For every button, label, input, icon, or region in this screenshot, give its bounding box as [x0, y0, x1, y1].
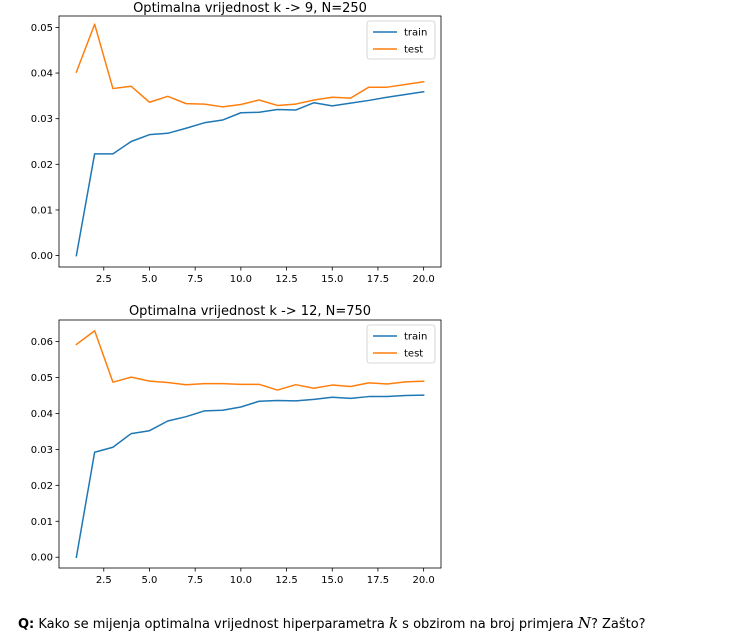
- x-tick-label: 5.0: [142, 575, 158, 586]
- x-tick-label: 12.5: [275, 274, 297, 285]
- y-tick-label: 0.04: [31, 69, 53, 80]
- y-tick-label: 0.03: [31, 445, 53, 456]
- math-variable-n: N: [577, 614, 591, 632]
- y-tick-label: 0.01: [31, 517, 53, 528]
- legend-label-train: train: [404, 28, 427, 39]
- x-tick-label: 2.5: [96, 575, 112, 586]
- axes-frame: [58, 15, 442, 268]
- x-tick-label: 7.5: [187, 274, 203, 285]
- chart-k12-n750: Optimalna vrijednost k -> 12, N=750 2.5 5.…: [31, 304, 442, 586]
- y-tick-label: 0.03: [31, 114, 53, 125]
- x-tick-label: 20.0: [413, 274, 435, 285]
- series-line-train: [75, 394, 425, 559]
- x-tick-label: 7.5: [187, 575, 203, 586]
- x-tick-label: 17.5: [367, 575, 389, 586]
- x-tick-label: 5.0: [142, 274, 158, 285]
- y-tick-label: 0.02: [31, 160, 53, 171]
- chart-title: Optimalna vrijednost k -> 12, N=750: [129, 304, 371, 319]
- question-text-part-3: ? Zašto?: [590, 617, 646, 632]
- x-tick-label: 17.5: [367, 274, 389, 285]
- axes-frame: [58, 319, 442, 569]
- x-tick-label: 15.0: [321, 575, 343, 586]
- question-text-part-1: Kako se mijenja optimalna vrijednost hip…: [38, 617, 385, 632]
- math-variable-k: k: [388, 614, 399, 632]
- legend-label-test: test: [404, 45, 423, 56]
- x-tick-label: 12.5: [275, 575, 297, 586]
- series-line-train: [75, 90, 425, 257]
- y-tick-label: 0.02: [31, 481, 53, 492]
- series-line-test: [75, 23, 425, 108]
- chart-title: Optimalna vrijednost k -> 9, N=250: [133, 1, 367, 16]
- question-text-part-2: s obzirom na broj primjera: [402, 617, 574, 632]
- question-text: Q: Kako se mijenja optimalna vrijednost …: [18, 614, 646, 632]
- chart-k9-n250: Optimalna vrijednost k -> 9, N=250 2.5 5.0…: [31, 1, 442, 285]
- x-tick-label: 20.0: [413, 575, 435, 586]
- series-line-test: [75, 330, 425, 391]
- y-tick-label: 0.05: [31, 23, 53, 34]
- y-tick-label: 0.00: [31, 553, 53, 564]
- y-tick-label: 0.04: [31, 409, 53, 420]
- question-label: Q:: [18, 617, 35, 632]
- y-tick-label: 0.01: [31, 205, 53, 216]
- legend-label-train: train: [404, 332, 427, 343]
- y-tick-label: 0.00: [31, 251, 53, 262]
- x-tick-label: 10.0: [230, 274, 252, 285]
- legend-label-test: test: [404, 349, 423, 360]
- y-tick-label: 0.05: [31, 373, 53, 384]
- x-tick-label: 2.5: [96, 274, 112, 285]
- x-tick-label: 10.0: [230, 575, 252, 586]
- y-tick-label: 0.06: [31, 337, 53, 348]
- x-tick-label: 15.0: [321, 274, 343, 285]
